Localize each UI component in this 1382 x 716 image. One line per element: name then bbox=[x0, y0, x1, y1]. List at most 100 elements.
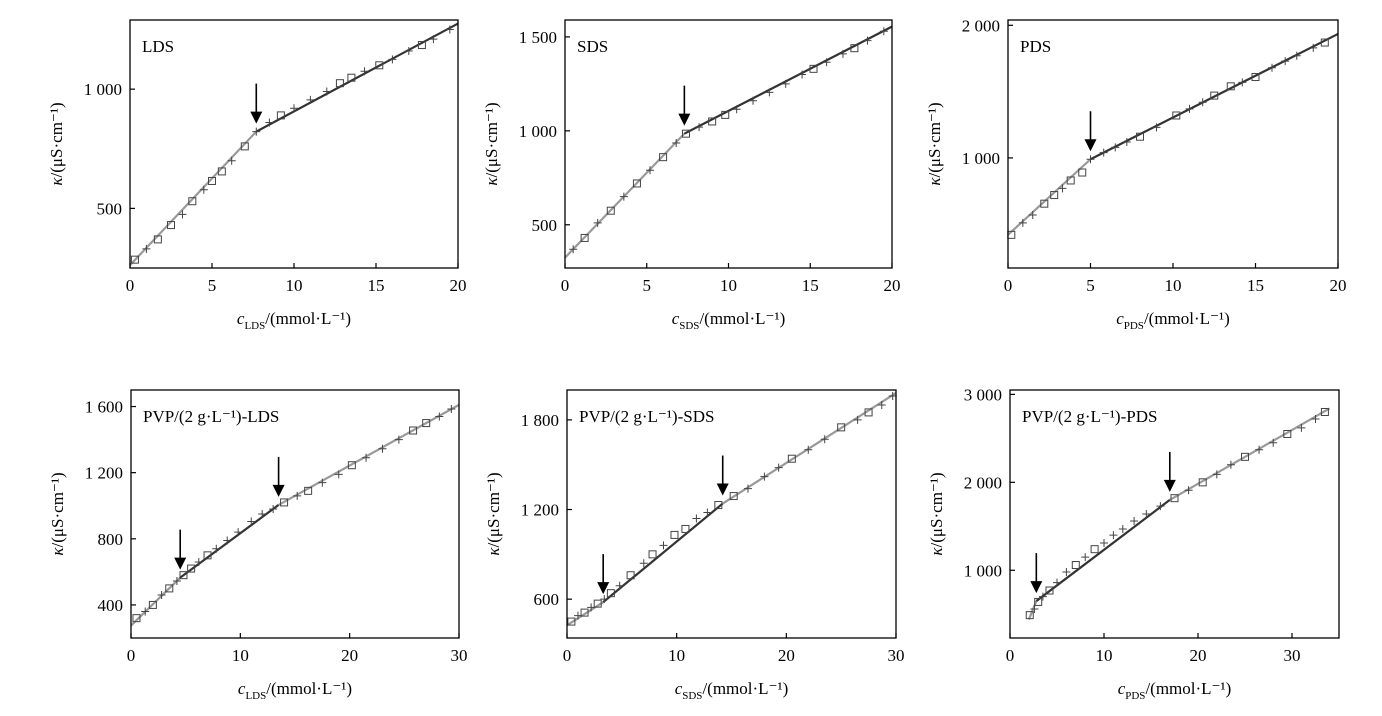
chart-0-plot-frame bbox=[129, 19, 459, 269]
chart-1-fit-segment bbox=[564, 132, 686, 259]
chart-1: 0 5 10 15 20 500 1 000 1 500 κ/(μS·cm⁻¹) cSDS/(mm… bbox=[482, 19, 901, 332]
chart-2-point-square bbox=[1251, 73, 1260, 82]
chart-3-point-tick bbox=[172, 576, 181, 585]
chart-5-x-tick-label: 10 bbox=[1096, 646, 1113, 665]
chart-3-y-tick-label: 400 bbox=[98, 596, 124, 615]
chart-2-point-square bbox=[1050, 191, 1059, 200]
chart-4-point-square bbox=[580, 608, 589, 617]
chart-4-x-tick-label: 20 bbox=[778, 646, 795, 665]
chart-4-point-square bbox=[626, 571, 635, 580]
chart-2-point-tick bbox=[1309, 43, 1318, 52]
chart-5-point-tick bbox=[1118, 524, 1127, 533]
chart-5-point-square bbox=[1071, 561, 1080, 570]
chart-5-point-tick bbox=[1100, 539, 1108, 548]
chart-5-x-tick-label: 30 bbox=[1284, 646, 1301, 665]
chart-0-point-square bbox=[188, 197, 197, 206]
chart-0-point-tick bbox=[445, 25, 454, 34]
chart-4-point-tick bbox=[760, 472, 769, 481]
chart-0-x-tick-label: 10 bbox=[286, 276, 303, 295]
chart-1-x-axis-label: cSDS/(mmol·L⁻¹) bbox=[672, 309, 786, 332]
chart-4-point-tick bbox=[639, 559, 648, 568]
chart-5-point-square bbox=[1283, 429, 1292, 438]
chart-4-fit-segment bbox=[566, 601, 604, 627]
chart-0-x-tick-label: 0 bbox=[126, 276, 135, 295]
chart-1-point-square bbox=[708, 117, 717, 126]
chart-2-x-axis-label: cPDS/(mmol·L⁻¹) bbox=[1116, 309, 1230, 332]
chart-5-plot-frame bbox=[1009, 389, 1340, 639]
chart-2-point-square bbox=[1320, 38, 1329, 47]
chart-3-point-tick bbox=[212, 544, 221, 553]
chart-2-point-tick bbox=[1028, 210, 1037, 219]
chart-1-x-tick-label: 15 bbox=[802, 276, 819, 295]
chart-3-point-tick bbox=[234, 528, 243, 537]
chart-0-point-tick bbox=[388, 55, 397, 64]
chart-2-y-axis-label: κ/(μS·cm⁻¹) bbox=[925, 102, 944, 185]
chart-4-point-tick bbox=[659, 541, 668, 550]
chart-5-y-axis-label: κ/(μS·cm⁻¹) bbox=[927, 472, 946, 555]
chart-4-y-tick-label: 1 200 bbox=[521, 501, 559, 520]
chart-4-point-tick bbox=[600, 595, 609, 604]
chart-2-point-square bbox=[1040, 199, 1049, 208]
chart-5-point-tick bbox=[1142, 510, 1151, 518]
chart-2-point-tick bbox=[1238, 78, 1247, 87]
chart-5-point-tick bbox=[1081, 553, 1090, 562]
chart-1-point-square bbox=[580, 233, 589, 242]
chart-1-y-tick-label: 1 500 bbox=[519, 28, 557, 47]
chart-2-point-tick bbox=[1281, 57, 1290, 66]
chart-3-point-tick bbox=[293, 491, 302, 500]
chart-3-x-tick-label: 20 bbox=[341, 646, 358, 665]
chart-2-panel-label: PDS bbox=[1020, 37, 1051, 56]
chart-4-point-tick bbox=[820, 435, 829, 444]
chart-2-y-tick-label: 2 000 bbox=[962, 16, 1000, 35]
chart-2-x-tick-label: 10 bbox=[1165, 276, 1182, 295]
chart-0-point-tick bbox=[429, 35, 438, 44]
chart-4-point-square bbox=[606, 589, 615, 598]
chart-4-breakpoint-arrow-head bbox=[716, 483, 729, 496]
chart-4-point-square bbox=[729, 492, 738, 501]
chart-0-point-square bbox=[167, 221, 175, 230]
chart-1-point-tick bbox=[732, 105, 741, 114]
chart-2-x-tick-label: 0 bbox=[1004, 276, 1013, 295]
chart-4-point-square bbox=[864, 408, 873, 417]
chart-3-point-square bbox=[304, 486, 313, 495]
chart-5-point-tick bbox=[1255, 445, 1264, 454]
chart-1-point-tick bbox=[822, 58, 831, 67]
chart-2-point-tick bbox=[1198, 98, 1207, 107]
chart-5-point-tick bbox=[1156, 502, 1165, 511]
chart-5-x-axis-label: cPDS/(mmol·L⁻¹) bbox=[1118, 679, 1232, 702]
chart-5-point-square bbox=[1170, 494, 1179, 503]
chart-3-point-tick bbox=[269, 505, 278, 514]
chart-0-point-square bbox=[276, 111, 285, 120]
chart-1-point-tick bbox=[569, 245, 578, 254]
chart-3-fit-segment bbox=[278, 403, 460, 506]
chart-0-point-tick bbox=[306, 95, 315, 104]
chart-0-fit-segment bbox=[255, 22, 459, 133]
chart-3-point-square bbox=[422, 419, 431, 428]
chart-2-point-square bbox=[1210, 91, 1219, 100]
chart-1-point-square bbox=[809, 64, 818, 73]
chart-2-point-tick bbox=[1111, 143, 1120, 152]
chart-0-point-tick bbox=[252, 127, 261, 136]
chart-5-point-tick bbox=[1062, 568, 1071, 577]
chart-0-point-tick bbox=[142, 244, 151, 253]
chart-5-breakpoint-arrow-head bbox=[1030, 581, 1043, 594]
chart-5-point-tick bbox=[1109, 531, 1118, 540]
chart-0-point-square bbox=[240, 142, 249, 151]
chart-0-point-square bbox=[217, 167, 226, 176]
chart-0-point-tick bbox=[227, 156, 236, 165]
chart-0-point-tick bbox=[404, 47, 413, 55]
chart-0-point-tick bbox=[265, 118, 274, 127]
chart-5-fit-segment bbox=[1035, 499, 1171, 602]
chart-5-y-tick-label: 1 000 bbox=[964, 561, 1002, 580]
chart-2: 0 5 10 15 20 1 000 2 000 κ/(μS·cm⁻¹) cPDS/(mmol·… bbox=[925, 16, 1347, 332]
chart-4-point-square bbox=[714, 501, 723, 510]
chart-3-y-tick-label: 800 bbox=[98, 530, 124, 549]
chart-4-plot-frame bbox=[566, 389, 897, 639]
chart-5-point-tick bbox=[1030, 604, 1039, 613]
chart-1-point-tick bbox=[765, 88, 774, 97]
chart-3-y-tick-label: 1 200 bbox=[85, 464, 123, 483]
chart-3-point-tick bbox=[318, 478, 327, 487]
chart-5-point-square bbox=[1241, 452, 1249, 461]
chart-1-y-axis-label: κ/(μS·cm⁻¹) bbox=[482, 102, 501, 185]
chart-3-y-axis-label: κ/(μS·cm⁻¹) bbox=[48, 472, 67, 555]
